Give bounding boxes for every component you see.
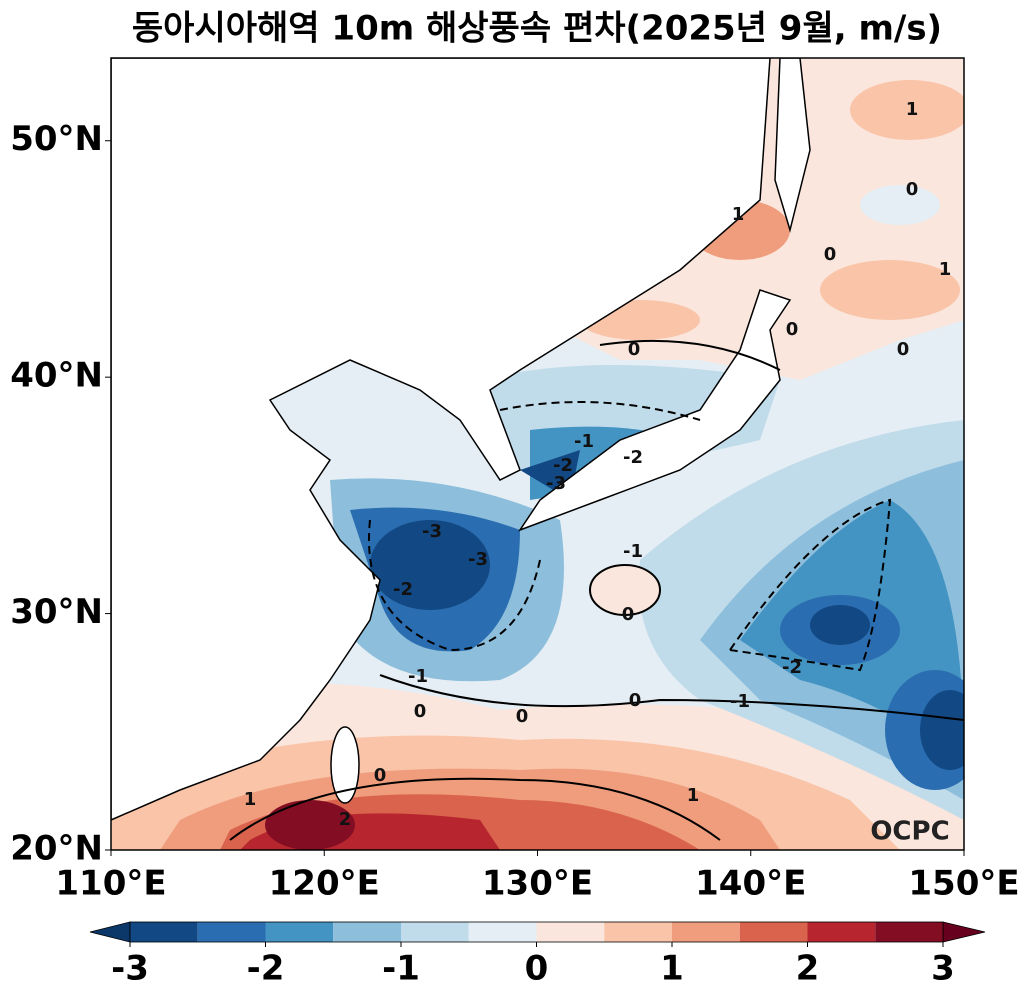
contour-label: 0 — [824, 244, 837, 265]
colorbar-segment — [130, 922, 198, 942]
colorbar-segment — [197, 922, 266, 942]
contour-label: -2 — [553, 455, 573, 476]
contour-label: 1 — [687, 785, 700, 806]
y-tick-label: 50°N — [10, 119, 103, 159]
contour-label: 1 — [939, 259, 952, 280]
contour-label: 0 — [374, 765, 387, 786]
contour-label: 0 — [906, 179, 919, 200]
colorbar-tick-label: 3 — [931, 949, 955, 989]
x-tick-label: 120°E — [269, 864, 380, 904]
x-tick-label: 110°E — [55, 864, 166, 904]
colorbar-segment — [265, 922, 334, 942]
x-tick-label: 130°E — [482, 864, 593, 904]
contour-label: 0 — [622, 604, 635, 625]
colorbar-under — [89, 921, 131, 943]
contour-label: -1 — [574, 431, 594, 452]
contour-label: 0 — [516, 706, 529, 727]
colorbar-segment — [672, 922, 740, 942]
contour-label: -3 — [468, 549, 488, 570]
colorbar-segment — [333, 922, 401, 942]
y-tick-label: 30°N — [10, 592, 103, 632]
colorbar-tick-label: 0 — [525, 949, 549, 989]
colorbar-tick-label: -3 — [111, 949, 149, 989]
contour-label: -1 — [730, 691, 750, 712]
contour-label: -2 — [393, 579, 413, 600]
chart-title: 동아시아해역 10m 해상풍속 편차(2025년 9월, m/s) — [132, 9, 942, 49]
map-field — [111, 58, 964, 850]
colorbar-segment — [739, 922, 808, 942]
colorbar-segment — [807, 922, 876, 942]
contour-label: 1 — [906, 99, 919, 120]
colorbar-segment — [401, 922, 469, 942]
contour-label: 1 — [244, 789, 257, 810]
colorbar-segment — [468, 922, 537, 942]
contour-label: -1 — [623, 541, 643, 562]
contour-label: 0 — [897, 339, 910, 360]
colorbar-tick-label: 1 — [660, 949, 684, 989]
colorbar-segment — [536, 922, 605, 942]
colorbar-segment — [875, 922, 943, 942]
watermark: OCPC — [870, 817, 949, 847]
y-tick-label: 20°N — [10, 829, 103, 869]
contour-label: -3 — [546, 473, 566, 494]
contour-label: 0 — [629, 690, 642, 711]
x-tick-label: 150°E — [908, 864, 1019, 904]
colorbar-tick-label: -1 — [382, 949, 420, 989]
contour-label: 0 — [628, 339, 641, 360]
contour-label: 2 — [339, 809, 352, 830]
contour-label: 1 — [732, 204, 745, 225]
x-tick-label: 140°E — [695, 864, 806, 904]
colorbar-tick-label: 2 — [796, 949, 820, 989]
contour-label: -1 — [408, 666, 428, 687]
contour-label: 0 — [786, 319, 799, 340]
y-tick-label: 40°N — [10, 356, 103, 396]
contour-label: -2 — [623, 447, 643, 468]
colorbar-segment — [604, 922, 672, 942]
colorbar-tick-label: -2 — [247, 949, 285, 989]
contour-label: 0 — [414, 701, 427, 722]
contour-label: -3 — [422, 521, 442, 542]
contour-label: -2 — [782, 657, 802, 678]
colorbar-over — [942, 921, 986, 943]
